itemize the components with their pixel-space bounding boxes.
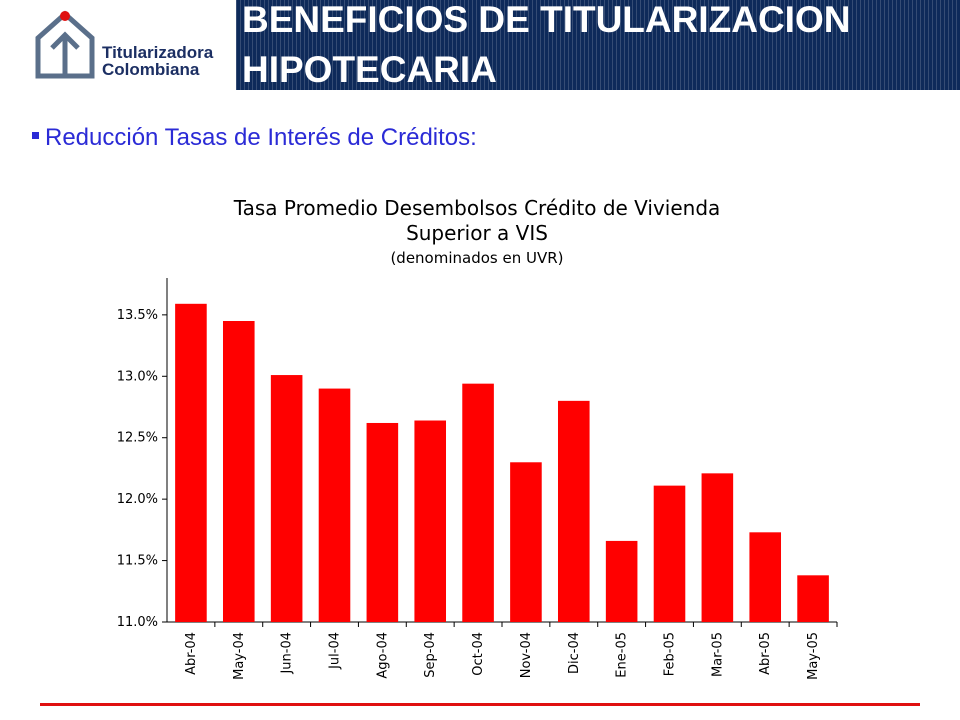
x-tick-label: Mar-05: [710, 632, 725, 677]
bar-Dic-04: [557, 400, 590, 622]
bar-Abr-04: [175, 303, 207, 622]
x-tick-label: Feb-05: [663, 632, 678, 676]
logo-line2: Colombiana: [102, 60, 200, 79]
house-logo-icon: [35, 10, 95, 79]
x-tick-label: May-04: [232, 632, 247, 680]
header-title-line1: BENEFICIOS DE TITULARIZACION: [242, 0, 851, 40]
logo: Titularizadora Colombiana: [0, 0, 236, 90]
chart-title-line-1: Tasa Promedio Desembolsos Crédito de Viv…: [233, 196, 721, 220]
x-tick-label: Jun-04: [280, 632, 295, 675]
x-tick-label: Jul-04: [328, 632, 343, 670]
y-tick-label: 12.5%: [117, 431, 158, 446]
x-tick-label: Abr-05: [758, 632, 773, 675]
bar-Abr-05: [749, 532, 782, 622]
chart-subtitle: (denominados en UVR): [390, 249, 563, 267]
subtitle-bullet-text: Reducción Tasas de Interés de Créditos:: [32, 124, 477, 152]
header-band: Titularizadora Colombiana BENEFICIOS DE …: [0, 0, 960, 90]
y-tick-label: 12.0%: [117, 492, 158, 507]
x-tick-label: May-05: [806, 632, 821, 680]
bar-Mar-05: [701, 473, 734, 622]
bar-May-05: [797, 575, 829, 622]
x-tick-label: Dic-04: [567, 632, 582, 674]
header-title: BENEFICIOS DE TITULARIZACION HIPOTECARIA: [236, 0, 960, 90]
bar-Feb-05: [653, 485, 686, 622]
x-tick-label: Abr-04: [184, 632, 199, 675]
x-tick-label: Oct-04: [471, 632, 486, 676]
bullet-square-icon: [32, 132, 39, 140]
logo-text: Titularizadora Colombiana: [102, 44, 213, 78]
bottom-divider: [40, 703, 920, 706]
bar-May-04: [222, 321, 255, 622]
bar-Nov-04: [510, 462, 542, 622]
x-tick-label: Ago-04: [375, 632, 390, 679]
x-tick-label: Sep-04: [423, 632, 438, 678]
bar-chart: Tasa Promedio Desembolsos Crédito de Viv…: [117, 196, 838, 680]
bar-Ene-05: [605, 540, 638, 622]
y-tick-label: 11.0%: [117, 615, 158, 630]
y-tick-label: 13.0%: [117, 369, 158, 384]
logo-line1: Titularizadora: [102, 43, 214, 62]
bar-Ago-04: [366, 422, 399, 622]
y-tick-label: 11.5%: [117, 554, 158, 569]
chart-container: Tasa Promedio Desembolsos Crédito de Viv…: [0, 180, 960, 700]
y-tick-label: 13.5%: [117, 308, 158, 323]
header-title-line2: HIPOTECARIA: [242, 49, 497, 90]
subtitle-text: Reducción Tasas de Interés de Créditos:: [45, 124, 477, 151]
x-tick-label: Nov-04: [519, 632, 534, 678]
bar-Oct-04: [462, 383, 494, 622]
bar-Jun-04: [270, 375, 303, 622]
x-tick-label: Ene-05: [615, 632, 630, 678]
bar-Sep-04: [414, 420, 447, 622]
bar-Jul-04: [318, 388, 351, 622]
chart-title-line-2: Superior a VIS: [406, 221, 548, 245]
